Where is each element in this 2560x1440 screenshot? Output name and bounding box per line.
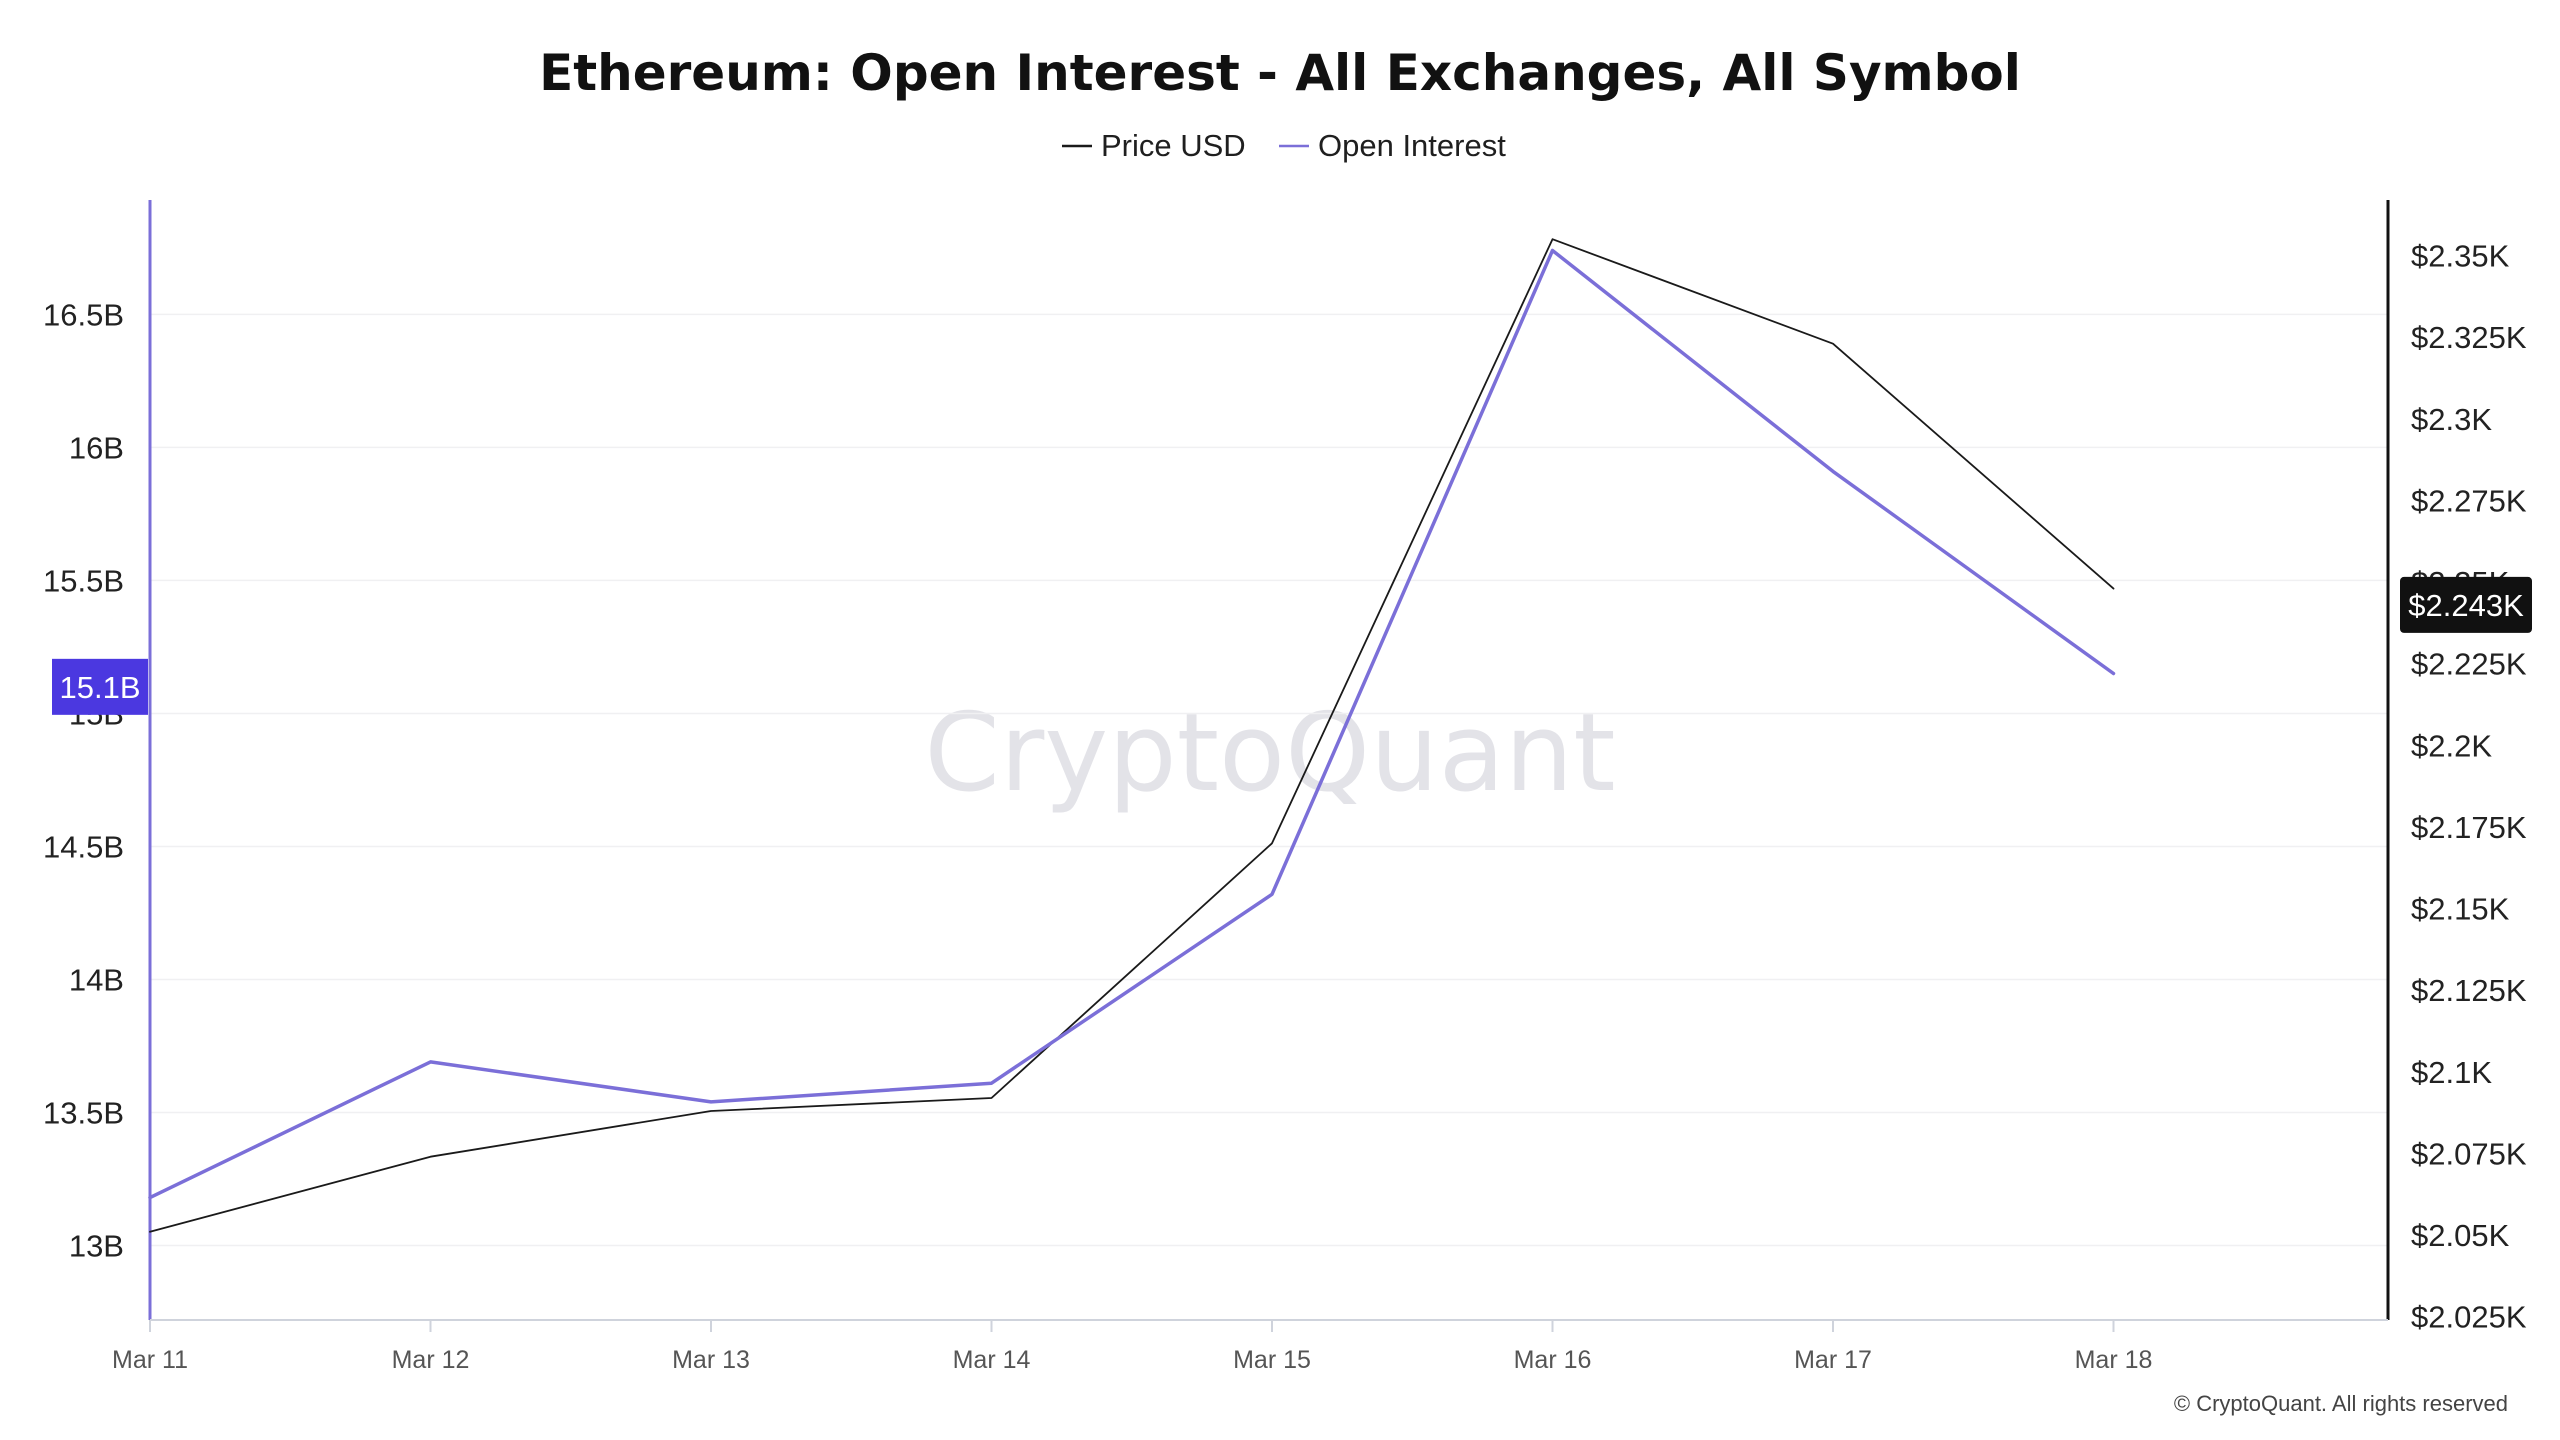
x-tick-label: Mar 18 [2075,1346,2153,1374]
y-left-tick-label: 14B [69,962,124,997]
right-value-badge [2400,576,2532,633]
y-right-tick-label: $2.125K [2411,973,2527,1008]
axes: 13B13.5B14B14.5B15B15.5B16B16.5B$2.025K$… [43,200,2527,1374]
watermark: CryptoQuant [924,691,1615,816]
x-tick-label: Mar 12 [392,1346,470,1374]
chart-title: Ethereum: Open Interest - All Exchanges,… [539,44,2021,102]
x-tick-label: Mar 16 [1514,1346,1592,1374]
right-value-badge-label: $2.243K [2408,588,2524,623]
y-right-tick-label: $2.025K [2411,1300,2527,1335]
y-right-tick-label: $2.35K [2411,239,2510,274]
y-right-tick-label: $2.075K [2411,1136,2527,1171]
copyright-notice: © CryptoQuant. All rights reserved [2174,1391,2508,1416]
x-tick-label: Mar 17 [1794,1346,1872,1374]
y-right-tick-label: $2.325K [2411,320,2527,355]
y-left-tick-label: 16B [69,430,124,465]
legend-price-label: Price USD [1101,128,1246,163]
y-left-tick-label: 13B [69,1229,124,1264]
y-left-tick-label: 14.5B [43,829,124,864]
x-tick-label: Mar 11 [112,1346,188,1374]
y-right-tick-label: $2.275K [2411,483,2527,518]
y-left-tick-label: 13.5B [43,1095,124,1130]
y-right-tick-label: $2.1K [2411,1055,2492,1090]
x-tick-label: Mar 15 [1233,1346,1311,1374]
y-right-tick-label: $2.175K [2411,810,2527,845]
y-right-tick-label: $2.15K [2411,892,2510,927]
left-value-badge-label: 15.1B [59,670,140,705]
y-right-tick-label: $2.225K [2411,647,2527,682]
legend-oi-label: Open Interest [1318,128,1506,163]
y-right-tick-label: $2.05K [2411,1218,2510,1253]
last-value-badges: 15.1B $2.243K [52,576,2532,715]
y-right-tick-label: $2.3K [2411,402,2492,437]
series [148,238,2116,1233]
x-tick-label: Mar 13 [672,1346,750,1374]
price-usd-line [149,238,2115,1233]
y-left-tick-label: 15.5B [43,563,124,598]
y-right-tick-label: $2.2K [2411,728,2492,763]
y-left-tick-label: 16.5B [43,297,124,332]
x-tick-label: Mar 14 [953,1346,1031,1374]
open-interest-line [148,248,2116,1200]
left-value-badge [52,658,148,715]
legend: Price USD Open Interest [1062,128,1506,163]
